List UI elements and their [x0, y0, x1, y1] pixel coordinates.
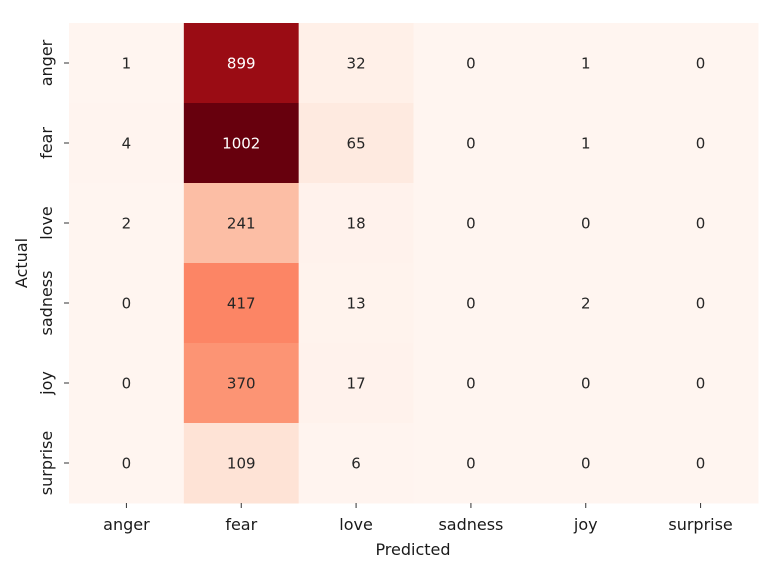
heatmap-cell-sadness-joy — [528, 263, 644, 344]
x-tick-label: sadness — [438, 515, 503, 534]
y-axis-ticks: anger fear love sadness joy surprise — [37, 39, 69, 495]
heatmap-cell-surprise-fear — [183, 423, 300, 504]
cell-value-label: 0 — [466, 55, 476, 73]
heatmap-cell-surprise-sadness — [413, 423, 529, 504]
cell-value-label: 1002 — [222, 135, 260, 153]
cell-value-label: 417 — [227, 295, 256, 313]
heatmap-cell-joy-fear — [183, 343, 300, 424]
cell-value-label: 0 — [581, 375, 591, 393]
cell-value-label: 1 — [122, 55, 132, 73]
x-axis-label: Predicted — [375, 540, 450, 559]
heatmap-cell-joy-surprise — [643, 343, 759, 424]
cell-value-label: 370 — [227, 375, 256, 393]
heatmap-cell-love-love — [298, 183, 414, 264]
heatmap-cell-love-anger — [69, 183, 185, 264]
heatmap-cell-fear-anger — [69, 103, 185, 184]
cell-value-label: 1 — [581, 55, 591, 73]
heatmap-cell-surprise-love — [298, 423, 414, 504]
heatmap-cell-anger-surprise — [643, 23, 759, 104]
cell-value-label: 0 — [466, 215, 476, 233]
cell-value-label: 17 — [347, 375, 366, 393]
cell-value-label: 0 — [122, 375, 132, 393]
heatmap-cell-anger-sadness — [413, 23, 529, 104]
x-tick-label: anger — [103, 515, 150, 534]
heatmap-cell-joy-joy — [528, 343, 644, 424]
heatmap-cell-sadness-surprise — [643, 263, 759, 344]
cell-value-label: 0 — [466, 295, 476, 313]
x-tick-label: love — [339, 515, 373, 534]
cell-value-label: 109 — [227, 455, 256, 473]
heatmap-cell-joy-love — [298, 343, 414, 424]
cell-value-label: 0 — [696, 55, 706, 73]
cell-value-label: 0 — [466, 375, 476, 393]
cell-value-label: 0 — [466, 455, 476, 473]
y-tick-label: sadness — [37, 271, 56, 336]
heatmap-cell-joy-sadness — [413, 343, 529, 424]
y-tick-label: surprise — [37, 431, 56, 495]
cell-value-label: 241 — [227, 215, 256, 233]
heatmap-cell-sadness-anger — [69, 263, 185, 344]
x-axis-ticks: anger fear love sadness joy surprise — [103, 503, 733, 534]
x-tick-label: joy — [573, 515, 598, 534]
heatmap-cell-love-sadness — [413, 183, 529, 264]
heatmap-cell-love-surprise — [643, 183, 759, 264]
heatmap-cell-surprise-joy — [528, 423, 644, 504]
y-tick-label: joy — [37, 371, 56, 396]
cell-value-label: 1 — [581, 135, 591, 153]
heatmap-cell-surprise-anger — [69, 423, 185, 504]
y-axis-label: Actual — [12, 238, 31, 288]
heatmap-cell-anger-joy — [528, 23, 644, 104]
heatmap-cell-sadness-fear — [183, 263, 300, 344]
heatmap-cell-sadness-sadness — [413, 263, 529, 344]
cell-value-label: 899 — [227, 55, 256, 73]
cell-value-label: 0 — [696, 455, 706, 473]
heatmap-cell-sadness-love — [298, 263, 414, 344]
cell-value-label: 0 — [696, 215, 706, 233]
heatmap-cell-fear-joy — [528, 103, 644, 184]
heatmap-cell-surprise-surprise — [643, 423, 759, 504]
cell-value-label: 65 — [347, 135, 366, 153]
heatmap-cell-love-joy — [528, 183, 644, 264]
heatmap-cells — [69, 23, 759, 504]
y-tick-label: anger — [37, 39, 56, 86]
cell-value-label: 4 — [122, 135, 132, 153]
cell-value-label: 0 — [696, 375, 706, 393]
heatmap-cell-labels: 1 899 32 0 1 0 4 1002 65 0 1 0 2 241 18 0 0 0 0 417 13 0 2 0 0 37… — [122, 55, 706, 473]
cell-value-label: 32 — [347, 55, 366, 73]
x-tick-label: surprise — [668, 515, 732, 534]
heatmap-cell-joy-anger — [69, 343, 185, 424]
cell-value-label: 0 — [122, 295, 132, 313]
cell-value-label: 2 — [122, 215, 132, 233]
cell-value-label: 0 — [122, 455, 132, 473]
cell-value-label: 2 — [581, 295, 591, 313]
heatmap-cell-anger-anger — [69, 23, 185, 104]
cell-value-label: 18 — [347, 215, 366, 233]
heatmap-cell-fear-sadness — [413, 103, 529, 184]
heatmap-cell-fear-love — [298, 103, 414, 184]
cell-value-label: 0 — [696, 295, 706, 313]
cell-value-label: 0 — [581, 215, 591, 233]
cell-value-label: 0 — [581, 455, 591, 473]
heatmap-cell-love-fear — [183, 183, 300, 264]
cell-value-label: 0 — [466, 135, 476, 153]
heatmap-cell-fear-fear — [183, 103, 300, 184]
y-tick-label: love — [37, 206, 56, 240]
heatmap-cell-fear-surprise — [643, 103, 759, 184]
y-tick-label: fear — [37, 127, 56, 159]
heatmap-cell-anger-fear — [183, 23, 300, 104]
cell-value-label: 6 — [351, 455, 361, 473]
cell-value-label: 13 — [347, 295, 366, 313]
x-tick-label: fear — [225, 515, 257, 534]
cell-value-label: 0 — [696, 135, 706, 153]
heatmap-cell-anger-love — [298, 23, 414, 104]
